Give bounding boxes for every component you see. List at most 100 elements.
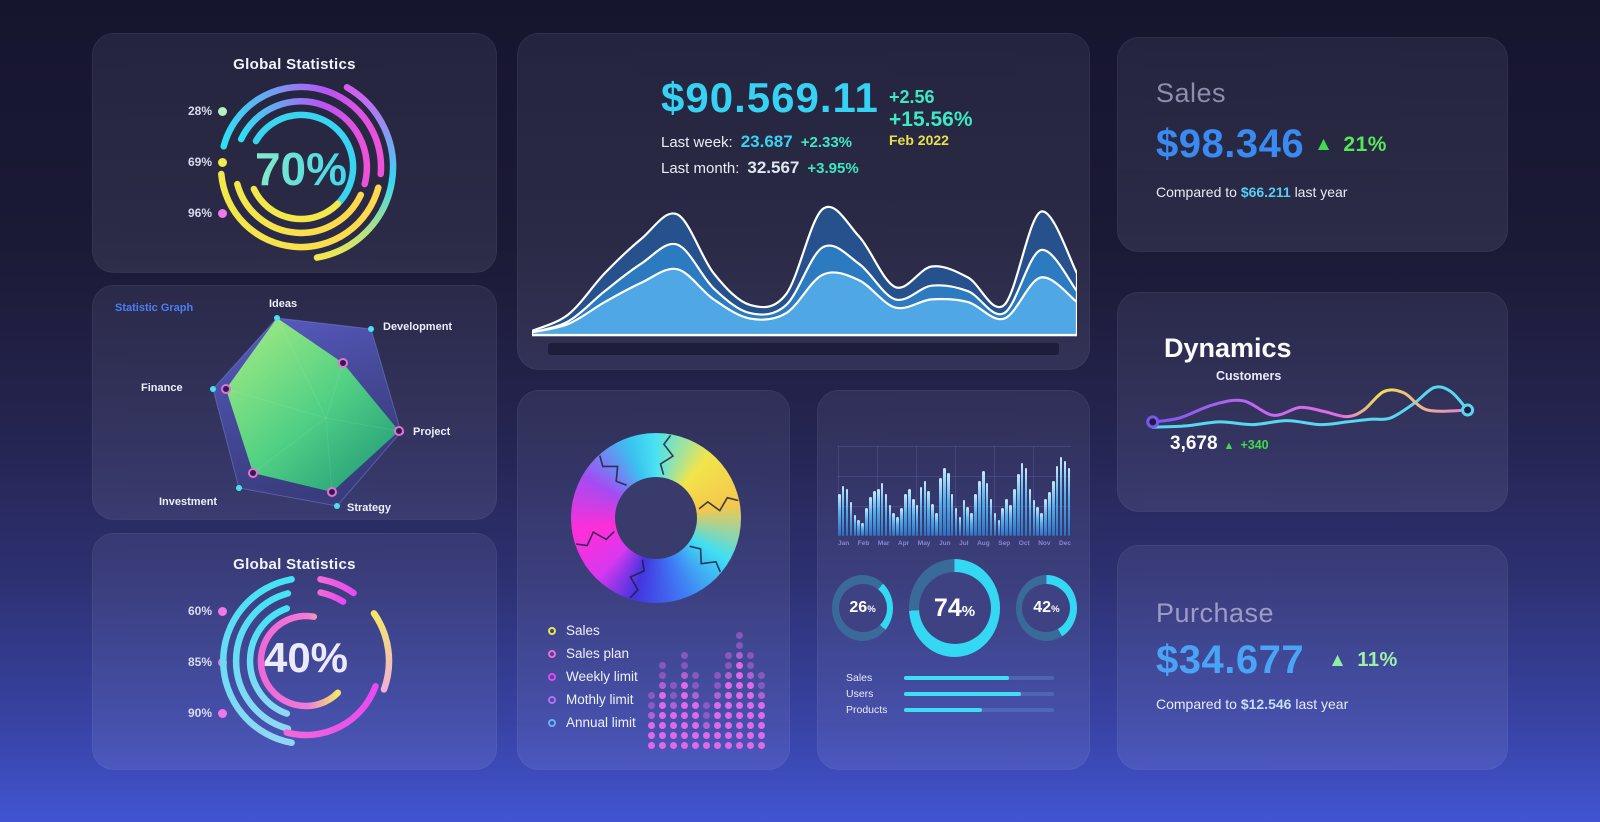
- last-week-row: Last week: 23.687 +2.33%: [661, 132, 1081, 152]
- gauge-26: 26%: [832, 575, 894, 641]
- dot-column: [725, 652, 732, 749]
- gauge-42: 42%: [1015, 575, 1077, 641]
- progress-row-products[interactable]: Products: [846, 704, 1054, 716]
- revenue-amount: $90.569.11: [661, 74, 879, 121]
- sales-amount-row: $98.346 ▲ 21%: [1156, 122, 1387, 167]
- legend-item-weekly-limit[interactable]: Weekly limit: [548, 669, 638, 684]
- dot-column: [758, 672, 765, 749]
- chart-baseline-bar: [548, 343, 1059, 355]
- up-triangle-icon: ▲: [1223, 440, 1235, 452]
- arc-segment: [220, 83, 385, 178]
- arc-segment: [220, 576, 295, 746]
- arc-segment: [218, 170, 382, 251]
- ring-labels: 28% 69% 96%: [163, 104, 227, 220]
- gauge-value: 74%: [933, 593, 976, 622]
- ring-label-text: 90%: [187, 706, 212, 720]
- card-title: Global Statistics: [233, 556, 356, 573]
- revenue-deltas: +2.56 +15.56% Feb 2022: [889, 87, 973, 148]
- legend-ring-icon: [548, 718, 556, 727]
- gauge-center-value: 70%: [241, 142, 361, 196]
- donut-chart: [571, 433, 741, 603]
- legend-item-sales-plan[interactable]: Sales plan: [548, 646, 638, 661]
- last-month-label: Last month:: [661, 160, 740, 177]
- progress-track: [904, 692, 1054, 696]
- radar-chart: [210, 315, 404, 509]
- legend-ring-icon: [548, 626, 556, 635]
- monthly-bar-chart: [838, 446, 1071, 536]
- legend-dot-icon: [218, 606, 227, 616]
- purchase-delta: 11%: [1357, 649, 1398, 671]
- legend-dot-icon: [218, 708, 227, 718]
- ring-label: 28%: [163, 104, 227, 118]
- legend-item-sales[interactable]: Sales: [548, 623, 638, 638]
- arc-segment: [246, 605, 291, 717]
- dot-column: [692, 672, 699, 749]
- arc-segment: [232, 590, 292, 732]
- arc-rings-chart: [220, 576, 393, 746]
- dot-column: [736, 632, 743, 749]
- progress-fill: [904, 692, 1021, 696]
- legend-label: Sales plan: [566, 646, 630, 661]
- ring-labels: 60% 85% 90%: [163, 604, 227, 720]
- compare-suffix: last year: [1295, 696, 1349, 712]
- compare-line: Compared to $66.211 last year: [1156, 184, 1347, 200]
- progress-row-sales[interactable]: Sales: [846, 672, 1054, 684]
- progress-row-users[interactable]: Users: [846, 688, 1054, 700]
- card-title: Global Statistics: [233, 56, 356, 73]
- last-month-delta: +3.95%: [807, 160, 859, 177]
- radar-axis-label: Investment: [159, 496, 218, 508]
- arc-segment: [257, 612, 342, 710]
- up-triangle-icon: ▲: [1314, 133, 1334, 155]
- card-title: Sales: [1156, 78, 1227, 108]
- compare-value: $66.211: [1240, 184, 1291, 200]
- global-statistics-top-card: Global Statistics 28% 69% 96% 70%: [92, 33, 497, 273]
- last-month-row: Last month: 32.567 +3.95%: [661, 158, 1081, 178]
- compare-line: Compared to $12.546 last year: [1156, 696, 1348, 712]
- statistic-graph-card: Statistic Graph Ideas Development Projec…: [92, 285, 497, 520]
- ring-label-text: 28%: [187, 104, 212, 118]
- arc-segment: [317, 589, 347, 605]
- up-triangle-icon: ▲: [1328, 649, 1348, 671]
- gauge-row: 26% 74% 42%: [832, 559, 1077, 657]
- legend-dot-icon: [218, 208, 227, 218]
- last-month-value: 32.567: [747, 158, 800, 177]
- gauge-value: 26%: [849, 599, 876, 616]
- radar-axis-label: Project: [413, 426, 451, 438]
- arc-segment: [252, 111, 357, 216]
- card-subtitle: Customers: [1216, 369, 1282, 383]
- compare-prefix: Compared to: [1156, 184, 1237, 200]
- legend-item-mothly-limit[interactable]: Mothly limit: [548, 692, 638, 707]
- arc-segment: [317, 576, 357, 597]
- legend-label: Mothly limit: [566, 692, 634, 707]
- compare-suffix: last year: [1294, 184, 1348, 200]
- chart-grid: [838, 446, 1071, 536]
- gauge-hole: [918, 572, 991, 644]
- dot-column: [747, 652, 754, 749]
- line-chart: [1146, 381, 1481, 452]
- last-week-label: Last week:: [661, 134, 733, 151]
- legend-item-annual-limit[interactable]: Annual limit: [548, 715, 638, 730]
- legend-ring-icon: [548, 672, 556, 681]
- monthly-stats-card: Jan Feb Mar Apr May Jun Jul Aug Sep Oct Nov Dec 26%…: [817, 390, 1090, 770]
- arc-rings-chart: [218, 83, 397, 261]
- dot-column: [714, 672, 721, 749]
- area-chart: [530, 187, 1079, 347]
- gauge-center-value: 40%: [263, 634, 349, 681]
- last-week-value: 23.687: [740, 132, 793, 151]
- legend-dot-icon: [218, 106, 227, 116]
- gauge-value: 42%: [1033, 599, 1060, 616]
- card-title: Purchase: [1156, 598, 1275, 628]
- arc-segment: [370, 610, 393, 693]
- legend-ring-icon: [548, 695, 556, 704]
- card-title: Dynamics: [1164, 333, 1292, 363]
- revenue-header: $90.569.11 +2.56 +15.56% Feb 2022 Last w…: [661, 74, 1081, 178]
- delta-abs: +2.56: [889, 87, 935, 107]
- legend-ring-icon: [548, 649, 556, 658]
- purchase-amount-row: $34.677 ▲ 11%: [1156, 638, 1398, 683]
- ring-label: 96%: [163, 206, 227, 220]
- donut-dividers: [575, 434, 739, 599]
- radar-axis-label: Strategy: [347, 502, 392, 514]
- progress-track: [904, 708, 1054, 712]
- progress-fill: [904, 676, 1009, 680]
- dot-column: [670, 682, 677, 749]
